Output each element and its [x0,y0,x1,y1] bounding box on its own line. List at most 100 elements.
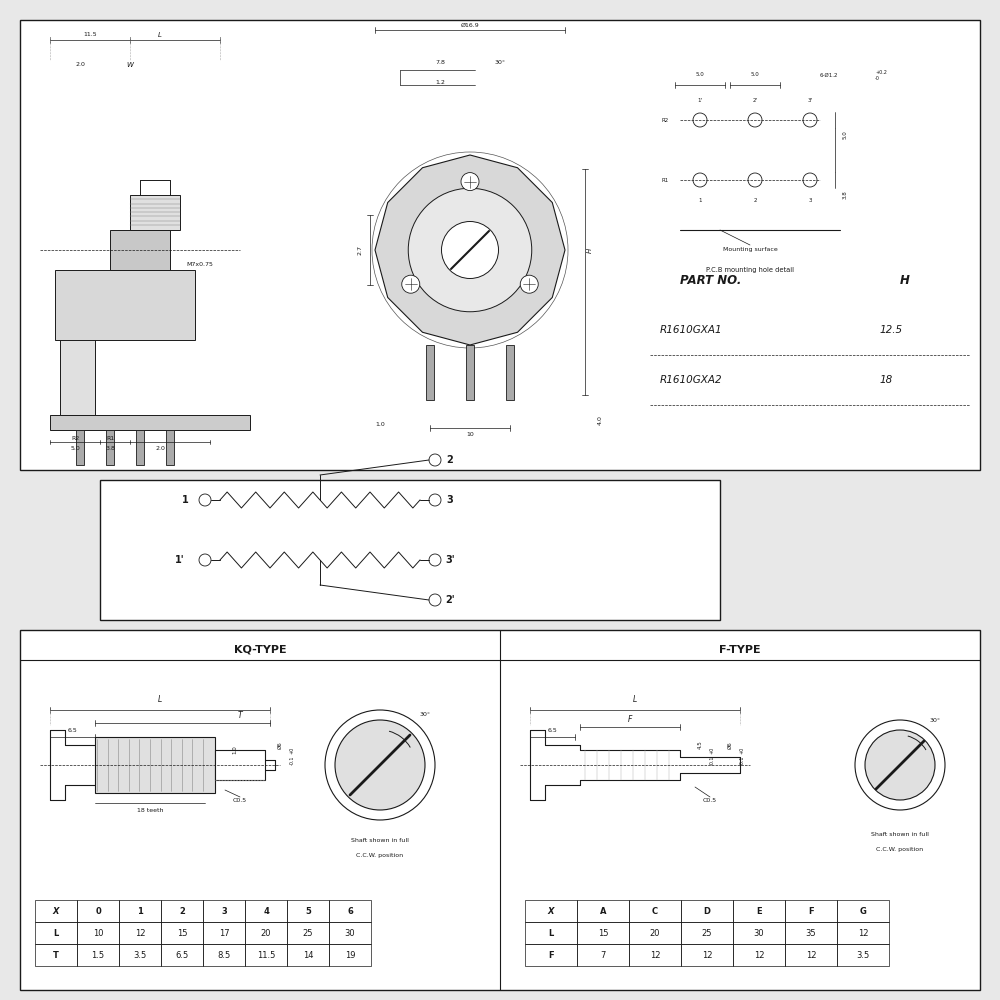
Bar [785,922,837,944]
Circle shape [442,222,498,278]
Circle shape [199,494,211,506]
Text: 25: 25 [702,928,712,938]
Circle shape [693,113,707,127]
Text: -0.1: -0.1 [740,755,744,765]
Text: 12: 12 [806,950,816,960]
Text: 30: 30 [754,928,764,938]
Text: 3: 3 [447,495,453,505]
Bar [20,20,980,470]
Text: 4.0: 4.0 [598,415,602,425]
Bar [426,345,434,400]
Bar [100,480,720,620]
Bar [525,922,577,944]
Text: C.C.W. position: C.C.W. position [356,852,404,857]
Text: L: L [548,928,554,938]
Bar [60,275,95,415]
Text: R2: R2 [661,117,669,122]
Bar [35,944,77,966]
Text: 6.5: 6.5 [547,728,557,732]
Text: 12: 12 [858,928,868,938]
Bar [35,922,77,944]
Text: 3': 3' [808,98,812,103]
Text: F-TYPE: F-TYPE [719,645,761,655]
Text: 8.5: 8.5 [217,950,231,960]
Text: 10: 10 [466,432,474,438]
Bar [55,270,195,340]
Text: 1: 1 [137,906,143,916]
Text: 20: 20 [261,928,271,938]
Circle shape [335,720,425,810]
Circle shape [325,710,435,820]
Text: 20: 20 [650,928,660,938]
Bar [466,345,474,400]
Text: 3': 3' [445,555,455,565]
Bar [506,345,514,400]
Bar [287,900,329,922]
Bar [681,922,733,944]
Text: 30°: 30° [930,718,940,722]
Bar [577,900,629,922]
Text: 1.0: 1.0 [232,746,238,754]
Text: 3.8: 3.8 [105,446,115,450]
Circle shape [748,173,762,187]
Text: R2: R2 [71,436,79,440]
Circle shape [429,454,441,466]
Circle shape [803,113,817,127]
Text: 25: 25 [303,928,313,938]
Bar [329,944,371,966]
Text: 14: 14 [303,950,313,960]
Circle shape [429,594,441,606]
Bar [166,430,174,465]
Text: E: E [756,906,762,916]
Text: Ø6: Ø6 [728,741,732,749]
Text: 18 teeth: 18 teeth [137,808,163,812]
Circle shape [429,494,441,506]
Text: 2': 2' [753,98,758,103]
Text: G: G [860,906,866,916]
Bar [577,922,629,944]
Text: P.C.B mounting hole detail: P.C.B mounting hole detail [706,267,794,273]
Polygon shape [375,155,565,345]
Bar [329,922,371,944]
Text: 2.7: 2.7 [358,245,362,255]
Text: 3.5: 3.5 [133,950,147,960]
Text: 19: 19 [345,950,355,960]
Text: T: T [53,950,59,960]
Circle shape [402,275,420,293]
Bar [203,922,245,944]
Circle shape [855,720,945,810]
Bar [577,944,629,966]
Text: 6-Ø1.2: 6-Ø1.2 [820,73,838,78]
Text: 2: 2 [753,198,757,202]
Bar [203,944,245,966]
Text: Shaft shown in full: Shaft shown in full [351,838,409,842]
Text: +0: +0 [290,746,294,754]
Text: 1: 1 [698,198,702,202]
Text: F: F [548,950,554,960]
Text: 10: 10 [93,928,103,938]
Text: 5.0: 5.0 [70,446,80,450]
Text: L: L [158,32,162,38]
Text: M7x0.75: M7x0.75 [187,262,213,267]
Text: 7.8: 7.8 [435,60,445,64]
Circle shape [520,275,538,293]
Bar [215,750,265,780]
Text: -0: -0 [875,76,880,81]
Text: 15: 15 [598,928,608,938]
Bar [119,900,161,922]
Text: 1.2: 1.2 [435,80,445,85]
Circle shape [865,730,935,800]
Text: 30°: 30° [420,712,430,718]
Text: C0.5: C0.5 [233,798,247,802]
Bar [629,944,681,966]
Text: 1.0: 1.0 [375,422,385,428]
Text: 1.5: 1.5 [91,950,105,960]
Bar [106,430,114,465]
Bar [837,944,889,966]
Circle shape [803,173,817,187]
Text: +0: +0 [740,746,744,754]
Text: 30°: 30° [494,60,506,64]
Bar [785,900,837,922]
Bar [77,944,119,966]
Bar [837,900,889,922]
